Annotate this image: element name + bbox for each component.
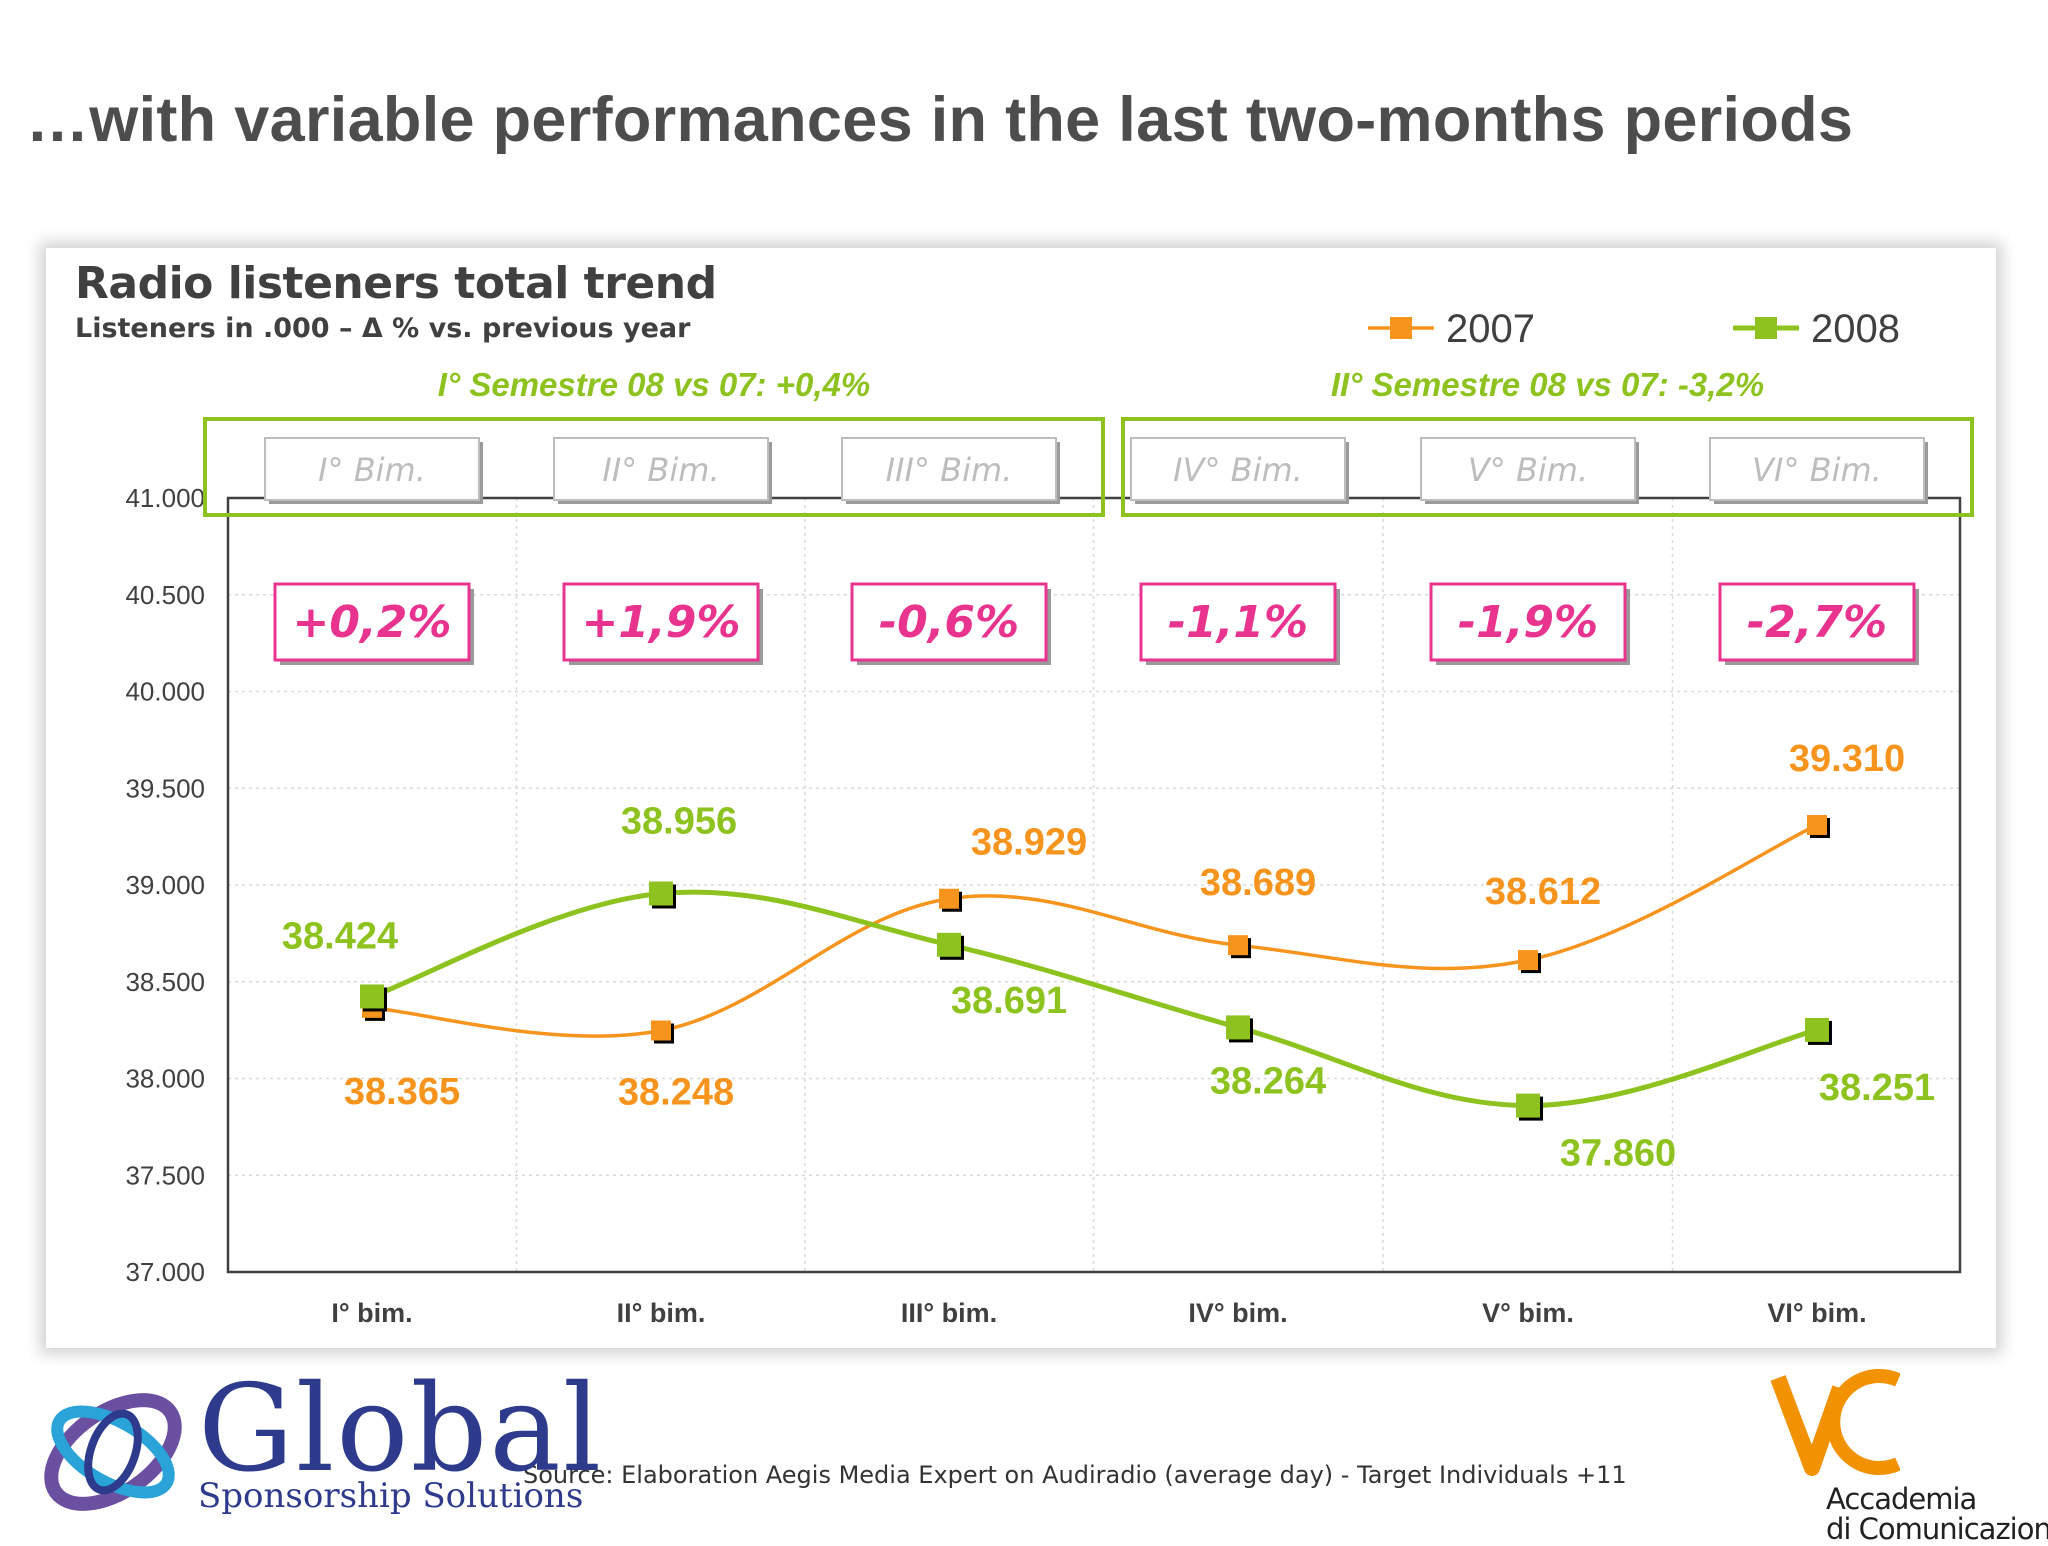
period-header-label: I° Bim.: [318, 451, 426, 489]
slide-title: …with variable performances in the last …: [26, 85, 1854, 155]
period-header-box: [264, 437, 480, 501]
y-tick-label: 41.000: [125, 483, 205, 513]
global-swirl-icon: [44, 1393, 182, 1511]
x-tick-label: VI° bim.: [1767, 1298, 1866, 1328]
plot-frame: [226, 496, 1962, 1274]
period-header-box: [841, 437, 1057, 501]
y-tick-label: 39.500: [125, 773, 205, 803]
delta-label: -2,7%: [1747, 597, 1887, 648]
data-label-2007: 39.310: [1789, 738, 1905, 780]
y-tick-label: 40.500: [125, 580, 205, 610]
accademia-mark-icon: [1770, 1369, 1901, 1476]
x-tick-label: I° bim.: [331, 1298, 412, 1328]
period-header-label: II° Bim.: [602, 451, 719, 489]
legend-marker-2008: [1755, 317, 1777, 339]
period-header-label: III° Bim.: [886, 451, 1013, 489]
semester-frame: [1121, 417, 1974, 517]
series-line-2007: [371, 823, 1818, 1038]
y-tick-label: 38.500: [125, 967, 205, 997]
delta-box: [1139, 582, 1337, 662]
y-tick-label: 39.000: [125, 870, 205, 900]
data-point-2007: [1518, 950, 1538, 971]
data-label-2007: 38.929: [971, 822, 1087, 864]
legend-label-2008: 2008: [1811, 307, 1900, 351]
semester-label: II° Semestre 08 vs 07: -3,2%: [1331, 366, 1764, 403]
period-header-box: [1709, 437, 1925, 501]
delta-box: [1718, 582, 1916, 662]
y-tick-label: 40.000: [125, 677, 205, 707]
y-tick-label: 38.000: [125, 1064, 205, 1094]
period-header-label: IV° Bim.: [1173, 451, 1303, 489]
data-point-2008: [649, 881, 673, 906]
accademia-logo-line2: di Comunicazione: [1826, 1512, 2048, 1546]
global-logo-tagline: Sponsorship Solutions: [198, 1476, 584, 1516]
period-header-box: [1130, 437, 1346, 501]
delta-label: -1,1%: [1168, 597, 1308, 648]
data-point-2008: [937, 932, 961, 957]
global-logo: Global Sponsorship Solutions: [28, 1360, 601, 1536]
chart-subtitle: Listeners in .000 – Δ % vs. previous yea…: [75, 313, 691, 344]
data-label-2007: 38.612: [1485, 871, 1601, 913]
period-header-box: [553, 437, 769, 501]
legend-label-2007: 2007: [1446, 307, 1535, 351]
legend-marker-2007: [1390, 317, 1412, 339]
delta-label: +1,9%: [582, 597, 741, 648]
accademia-logo: Accademia di Comunicazione: [1770, 1368, 2048, 1546]
y-tick-label: 37.000: [125, 1257, 205, 1287]
period-header-box: [1420, 437, 1636, 501]
source-note: Source: Elaboration Aegis Media Expert o…: [523, 1461, 1627, 1489]
period-header-label: VI° Bim.: [1752, 451, 1882, 489]
delta-box: [273, 582, 471, 662]
data-point-2008: [1516, 1093, 1540, 1118]
data-point-2007: [939, 888, 959, 909]
global-logo-name: Global: [198, 1360, 604, 1499]
x-tick-label: IV° bim.: [1188, 1298, 1287, 1328]
delta-label: -1,9%: [1458, 597, 1598, 648]
data-point-2008: [1805, 1017, 1829, 1042]
x-tick-label: V° bim.: [1482, 1298, 1574, 1328]
data-label-2007: 38.248: [618, 1072, 734, 1114]
series-line-2008: [371, 889, 1818, 1109]
data-label-2008: 38.691: [951, 980, 1067, 1022]
semester-frame: [203, 417, 1105, 517]
data-point-2008: [360, 984, 384, 1009]
delta-box: [850, 582, 1048, 662]
delta-label: +0,2%: [293, 597, 452, 648]
data-label-2008: 38.251: [1819, 1067, 1935, 1109]
x-tick-label: III° bim.: [901, 1298, 997, 1328]
chart-title: Radio listeners total trend: [75, 258, 717, 309]
period-header-label: V° Bim.: [1468, 451, 1588, 489]
data-point-2007: [651, 1020, 671, 1041]
semester-label: I° Semestre 08 vs 07: +0,4%: [438, 366, 870, 403]
accademia-logo-line1: Accademia: [1826, 1482, 1977, 1516]
data-point-2008: [1226, 1015, 1250, 1040]
x-tick-label: II° bim.: [617, 1298, 706, 1328]
chart-panel: [46, 248, 1996, 1348]
delta-label: -0,6%: [879, 597, 1019, 648]
data-point-2007: [1807, 815, 1827, 836]
data-label-2008: 38.424: [282, 915, 398, 957]
delta-box: [1429, 582, 1627, 662]
data-label-2008: 38.264: [1210, 1060, 1326, 1102]
data-label-2007: 38.365: [344, 1071, 460, 1113]
data-label-2008: 38.956: [621, 801, 737, 843]
delta-box: [562, 582, 760, 662]
y-tick-label: 37.500: [125, 1160, 205, 1190]
data-label-2007: 38.689: [1200, 862, 1316, 904]
data-label-2008: 37.860: [1560, 1133, 1676, 1175]
data-point-2007: [1228, 935, 1248, 956]
